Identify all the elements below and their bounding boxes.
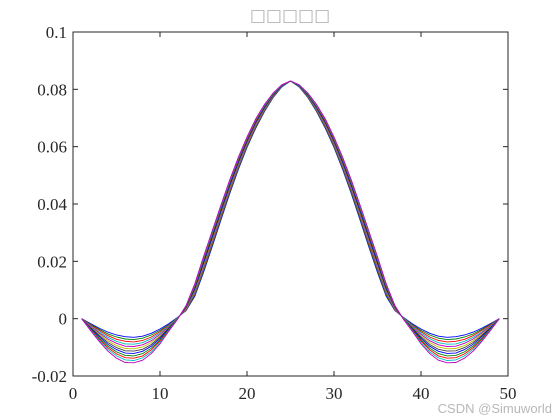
y-tick-label: 0.1 <box>46 23 67 42</box>
chart-title: □□□□□ <box>250 6 330 26</box>
watermark: CSDN @Simuworld <box>437 401 552 416</box>
y-tick-label: -0.02 <box>32 367 67 386</box>
y-tick-label: 0.08 <box>37 80 67 99</box>
y-tick-label: 0.02 <box>37 252 67 271</box>
x-tick-label: 50 <box>500 384 517 403</box>
x-tick-label: 0 <box>69 384 78 403</box>
y-tick-label: 0 <box>59 310 68 329</box>
x-tick-label: 40 <box>413 384 430 403</box>
series-line-12 <box>81 80 500 364</box>
plot-area <box>72 31 509 377</box>
series-group <box>81 80 500 364</box>
y-tick-label: 0.04 <box>37 195 67 214</box>
x-tick-label: 30 <box>326 384 343 403</box>
x-tick-label: 10 <box>152 384 169 403</box>
y-tick-label: 0.06 <box>37 138 67 157</box>
x-tick-label: 20 <box>239 384 256 403</box>
